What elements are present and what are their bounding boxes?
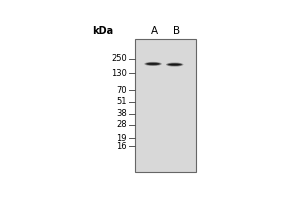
Ellipse shape [146,63,160,65]
Ellipse shape [147,63,159,65]
Text: 130: 130 [111,69,127,78]
Text: 250: 250 [111,54,127,63]
Text: 16: 16 [116,142,127,151]
Text: 19: 19 [116,134,127,143]
Text: 51: 51 [116,97,127,106]
Text: 28: 28 [116,120,127,129]
Text: 70: 70 [116,86,127,95]
Bar [135,39,196,172]
Text: 38: 38 [116,109,127,118]
Ellipse shape [169,64,181,65]
Ellipse shape [167,63,182,66]
Text: kDa: kDa [92,26,113,36]
Text: A: A [152,26,158,36]
Ellipse shape [166,63,183,67]
Ellipse shape [144,62,162,66]
Text: B: B [173,26,181,36]
